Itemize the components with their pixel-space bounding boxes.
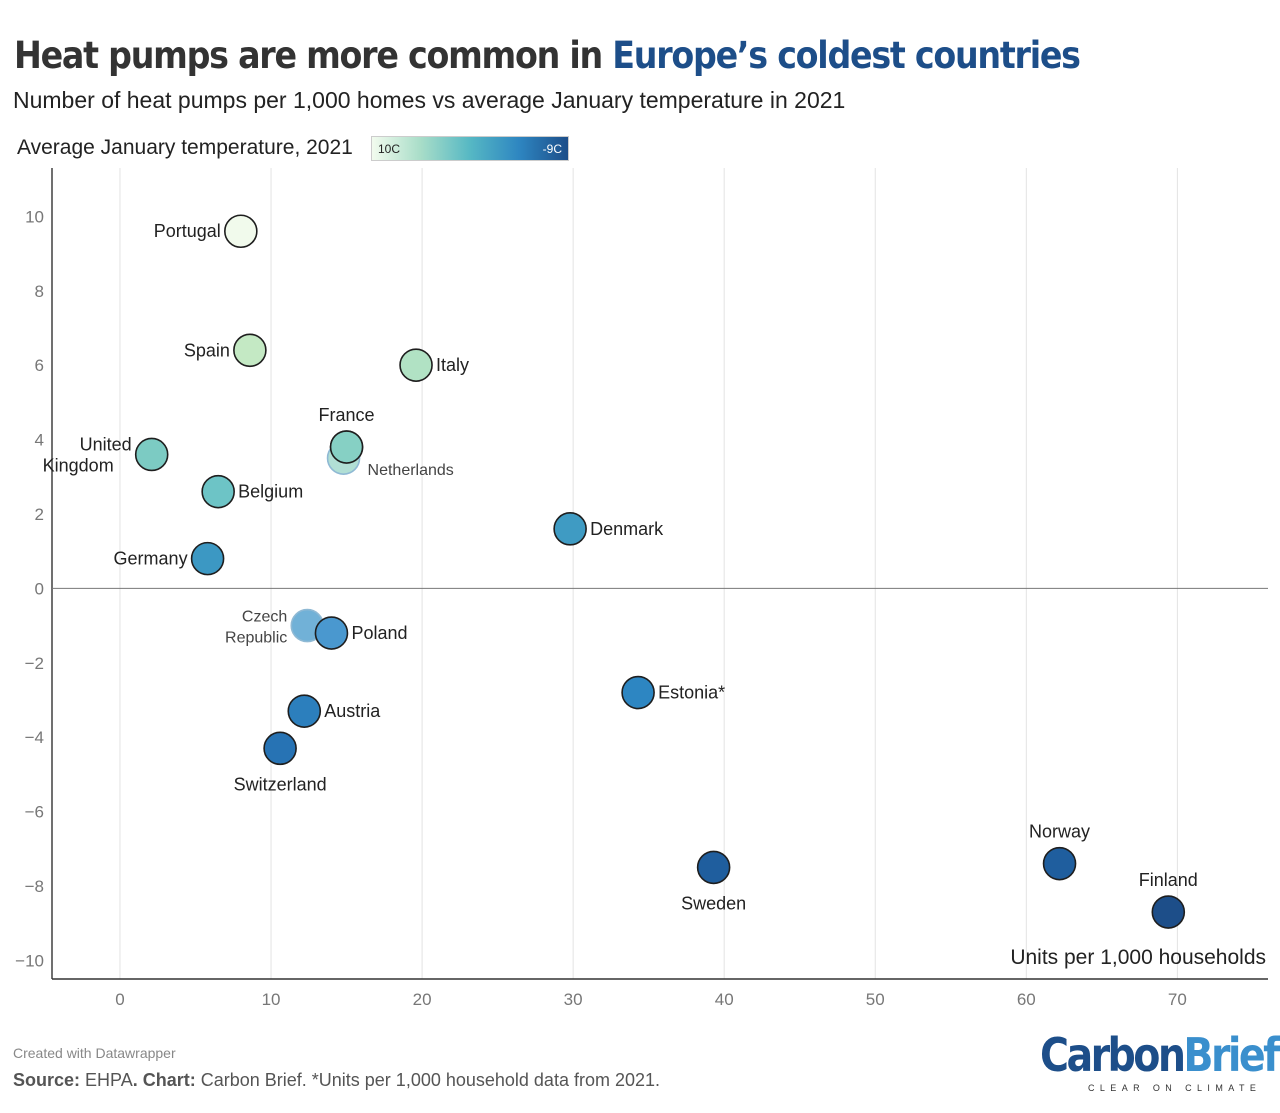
x-tick-label: 20 [413,990,432,1009]
data-point [1151,895,1186,929]
data-point [224,214,258,249]
y-tick-label: −8 [25,877,44,896]
data-label: Netherlands [368,462,454,479]
chart-subtitle: Number of heat pumps per 1,000 homes vs … [13,87,846,113]
data-point [399,348,433,382]
data-point [233,333,267,368]
data-label: Italy [436,355,469,375]
source-text: EHPA [80,1070,133,1090]
chart-credit-text: Carbon Brief. *Units per 1,000 household… [195,1070,661,1090]
data-label: Germany [114,549,188,569]
y-tick-label: −10 [15,951,44,970]
created-with-note: Created with Datawrapper [13,1045,176,1061]
y-tick-label: 4 [35,431,44,450]
data-point [314,616,349,650]
data-label: Poland [351,623,407,643]
x-tick-label: 70 [1168,990,1187,1009]
x-tick-label: 0 [115,990,124,1009]
data-label: France [319,405,375,425]
data-label: United Kingdom [43,434,132,475]
legend-max-label: -9C [542,142,562,156]
chart-credit-label: . Chart: [132,1070,196,1090]
data-label: Estonia* [658,683,725,703]
source-label: Source: [13,1070,81,1090]
logo-carbon: Carbon [1040,1028,1186,1082]
data-label: Sweden [681,893,746,913]
x-tick-label: 40 [715,990,734,1009]
data-label: Czech Republic [225,609,287,647]
y-tick-label: 8 [35,282,44,301]
x-tick-label: 30 [564,990,583,1009]
data-label: Switzerland [234,774,327,794]
data-point [329,430,364,464]
y-tick-label: −6 [25,803,44,822]
logo-tagline: CLEAR ON CLIMATE [1088,1083,1262,1093]
x-tick-label: 10 [262,990,281,1009]
y-tick-label: 10 [25,207,44,226]
data-label: Portugal [154,221,221,241]
legend-color-scale: 10C -9C [371,136,569,161]
data-point [1042,846,1077,881]
data-point [263,731,297,766]
y-tick-label: −2 [25,654,44,673]
carbon-brief-logo: CarbonBrief CLEAR ON CLIMATE [1040,1028,1280,1096]
data-point [621,675,655,710]
x-tick-label: 50 [866,990,885,1009]
x-tick-label: 60 [1017,990,1036,1009]
data-label: Belgium [238,482,303,502]
data-point [201,474,235,509]
x-axis-title: Units per 1,000 households [1010,946,1266,969]
data-label: Denmark [590,519,664,539]
y-tick-label: 2 [35,505,44,524]
chart-title-prefix: Heat pumps are more common in [14,34,613,77]
data-point [287,694,322,728]
data-point [553,512,587,546]
data-point [134,437,169,472]
data-label: Austria [324,701,381,721]
data-point [190,541,225,576]
data-label: Norway [1029,822,1090,842]
data-point [696,850,731,885]
source-note: Source: EHPA. Chart: Carbon Brief. *Unit… [13,1070,660,1091]
y-tick-label: 0 [35,579,44,598]
y-tick-label: 6 [35,356,44,375]
legend-min-label: 10C [378,142,401,156]
data-label: Spain [184,340,230,360]
y-tick-label: −4 [25,728,44,747]
logo-brief: Brief [1183,1028,1280,1082]
chart-title: Heat pumps are more common in Europe’s c… [14,34,1081,77]
logo-wordmark: CarbonBrief [1040,1028,1280,1082]
legend-label: Average January temperature, 2021 [17,136,353,159]
data-label: Finland [1139,870,1198,890]
chart-title-highlight: Europe’s coldest countries [612,34,1081,77]
